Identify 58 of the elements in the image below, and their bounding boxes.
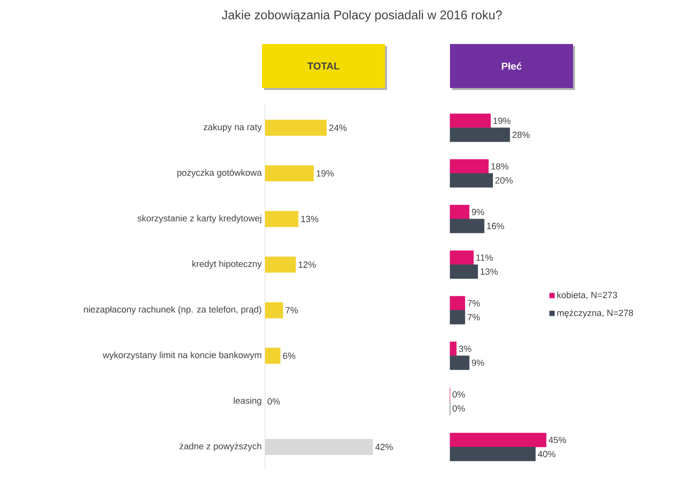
bar <box>265 438 373 455</box>
bar <box>450 446 536 462</box>
data-label: 9% <box>472 208 484 216</box>
data-label: 40% <box>538 450 556 458</box>
bar <box>450 114 491 128</box>
bar <box>450 356 470 370</box>
data-label: 24% <box>329 124 347 131</box>
data-label: 0% <box>452 391 465 398</box>
y-tick-label: pożyczka gotówkowa <box>177 169 262 178</box>
y-tick-label: zakupy na raty <box>204 124 262 132</box>
data-label: 18% <box>491 163 508 170</box>
data-label: 0% <box>452 405 465 412</box>
data-label: 42% <box>375 444 393 450</box>
legend-label: kobieta, N=273 <box>557 292 618 300</box>
data-label: 28% <box>512 132 530 138</box>
y-tick-label: niezapłacony rachunek (np. za telefon, prąd) <box>84 306 262 314</box>
data-label: 7% <box>286 307 298 314</box>
bar <box>450 296 466 310</box>
bar <box>265 120 327 136</box>
data-label: 19% <box>494 118 511 124</box>
data-label: 7% <box>468 314 480 320</box>
data-label: 16% <box>487 222 504 230</box>
data-label: 13% <box>301 216 318 222</box>
chart-title: Jakie zobowiązania Polacy posiadali w 2016 roku? <box>222 10 502 22</box>
data-label: 6% <box>283 352 296 359</box>
bar <box>265 302 283 318</box>
y-tick-label: wykorzystany limit na koncie bankowym <box>102 352 262 360</box>
y-tick-label: leasing <box>234 397 262 406</box>
bar <box>265 348 280 364</box>
bar <box>450 250 474 265</box>
y-tick-label: kredyt hipoteczny <box>192 260 262 269</box>
bar <box>265 210 298 227</box>
bar <box>450 432 546 448</box>
data-label: 45% <box>548 436 566 444</box>
bar <box>450 218 484 234</box>
data-label: 11% <box>476 254 493 261</box>
data-label: 20% <box>495 177 513 184</box>
data-label: 12% <box>298 261 316 268</box>
bar <box>450 342 457 356</box>
legend-label: mężczyzna, N=278 <box>557 309 634 318</box>
bar <box>265 256 296 273</box>
bar <box>450 159 489 174</box>
bar <box>450 264 478 279</box>
bar <box>450 173 493 188</box>
bar <box>265 165 314 182</box>
bar <box>450 204 470 220</box>
data-label: 3% <box>458 346 472 352</box>
data-label: 7% <box>468 300 480 306</box>
chart-title: Płeć <box>502 62 522 70</box>
y-tick-label: skorzystanie z karty kredytowej <box>138 214 262 224</box>
data-label: 0% <box>268 398 280 405</box>
bar <box>450 128 510 142</box>
bar <box>450 310 466 324</box>
y-tick-label: żadne z powyższych <box>180 442 262 452</box>
chart-subtitle: TOTAL <box>307 62 340 70</box>
data-label: 19% <box>316 170 334 177</box>
data-label: 13% <box>480 268 498 275</box>
data-label: 9% <box>472 360 484 366</box>
